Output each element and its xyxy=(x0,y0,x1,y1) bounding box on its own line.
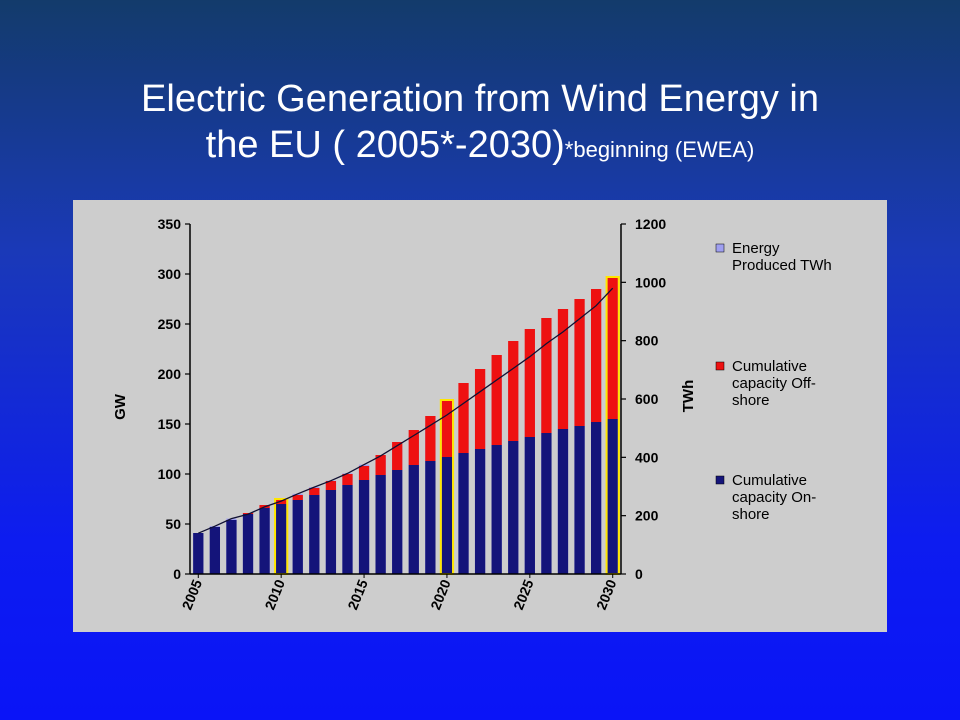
x-tick-label-2020: 2020 xyxy=(427,577,454,612)
right-tick-label-1200: 1200 xyxy=(635,216,666,232)
right-tick-label-800: 800 xyxy=(635,333,659,349)
onshore-bar-2013 xyxy=(325,490,337,574)
right-tick-label-1000: 1000 xyxy=(635,274,666,290)
onshore-bar-2022 xyxy=(474,449,486,574)
offshore-bar-2015 xyxy=(358,466,370,480)
onshore-bar-2016 xyxy=(375,475,386,574)
onshore-bar-2019 xyxy=(425,461,436,574)
legend-label-1-2: shore xyxy=(732,392,770,409)
legend-label-2-2: shore xyxy=(732,506,770,523)
x-tick-label-2005: 2005 xyxy=(179,577,206,612)
offshore-bar-2016 xyxy=(375,455,386,475)
offshore-bar-2011 xyxy=(292,495,303,500)
offshore-bar-2018 xyxy=(408,430,419,465)
title-note: *beginning (EWEA) xyxy=(564,137,755,162)
trend-line xyxy=(198,287,614,534)
offshore-bar-2020 xyxy=(441,401,453,457)
onshore-bar-2029 xyxy=(590,422,602,574)
legend-label-1-1: capacity Off- xyxy=(732,375,816,392)
y-axis-title: GW xyxy=(112,393,129,420)
onshore-bar-2024 xyxy=(508,441,519,574)
right-tick-label-400: 400 xyxy=(635,449,659,465)
bars-group xyxy=(193,276,620,575)
right-tick-label-600: 600 xyxy=(635,391,659,407)
left-tick-label-50: 50 xyxy=(165,516,181,532)
onshore-bar-2006 xyxy=(209,527,221,574)
offshore-bar-2026 xyxy=(541,318,552,433)
onshore-bar-2010 xyxy=(276,504,287,574)
onshore-bar-2027 xyxy=(557,429,569,574)
x-tick-label-2015: 2015 xyxy=(344,577,371,612)
onshore-bar-2026 xyxy=(541,433,552,574)
title-line-2-main: the EU ( 2005*-2030) xyxy=(205,124,565,166)
offshore-bar-2012 xyxy=(309,488,320,495)
left-tick-label-100: 100 xyxy=(158,466,182,482)
legend-label-2-1: capacity On- xyxy=(732,489,816,506)
title-line-2: the EU ( 2005*-2030)*beginning (EWEA) xyxy=(0,122,960,173)
offshore-bar-2027 xyxy=(557,309,569,429)
offshore-bar-2017 xyxy=(392,442,403,470)
onshore-bar-2011 xyxy=(292,500,303,574)
x-tick-label-2030: 2030 xyxy=(593,577,620,612)
left-tick-label-250: 250 xyxy=(158,316,182,332)
onshore-bar-2021 xyxy=(458,453,469,574)
offshore-bar-2022 xyxy=(474,369,486,449)
chart-panel: 0 50 100 150 200 250 300 350 0 200 400 600 800 1000 12… xyxy=(73,200,887,632)
slide-title: Electric Generation from Wind Energy in … xyxy=(0,76,960,173)
offshore-bar-2010 xyxy=(276,500,287,504)
x-tick-label-2025: 2025 xyxy=(510,577,537,612)
offshore-bar-2023 xyxy=(491,355,502,445)
left-tick-label-150: 150 xyxy=(158,416,182,432)
right-tick-label-0: 0 xyxy=(635,566,643,582)
onshore-bar-2009 xyxy=(259,508,270,574)
offshore-bar-2021 xyxy=(458,383,469,453)
offshore-bar-2028 xyxy=(574,299,585,426)
offshore-bar-2013 xyxy=(325,481,337,490)
onshore-bar-2005 xyxy=(193,533,204,574)
left-tick-label-200: 200 xyxy=(158,366,182,382)
x-tick-label-2010: 2010 xyxy=(261,577,288,612)
onshore-bar-2014 xyxy=(342,485,353,574)
legend-swatch-0 xyxy=(715,243,725,253)
wind-energy-chart: 0 50 100 150 200 250 300 350 0 200 400 600 800 1000 12… xyxy=(112,216,832,612)
right-tick-label-200: 200 xyxy=(635,508,659,524)
legend-label-2-0: Cumulative xyxy=(732,472,807,489)
onshore-bar-2030 xyxy=(607,419,618,574)
offshore-bar-2029 xyxy=(590,289,602,422)
legend-swatch-2 xyxy=(715,475,725,485)
onshore-bar-2018 xyxy=(408,465,419,574)
legend-label-0-0: Energy xyxy=(732,240,780,257)
onshore-bar-2020 xyxy=(441,457,453,574)
onshore-bar-2023 xyxy=(491,445,502,574)
trend-group xyxy=(198,287,614,534)
left-tick-label-300: 300 xyxy=(158,266,182,282)
legend-swatch-1 xyxy=(715,361,725,371)
offshore-bar-2024 xyxy=(508,341,519,441)
left-tick-label-0: 0 xyxy=(173,566,181,582)
offshore-bar-2019 xyxy=(425,416,436,461)
legend-label-1-0: Cumulative xyxy=(732,358,807,375)
title-line-1: Electric Generation from Wind Energy in xyxy=(141,78,819,120)
left-tick-label-350: 350 xyxy=(158,216,182,232)
onshore-bar-2017 xyxy=(392,470,403,574)
offshore-bar-2014 xyxy=(342,474,353,485)
y2-axis-title: TWh xyxy=(680,380,697,412)
onshore-bar-2007 xyxy=(226,520,237,574)
onshore-bar-2025 xyxy=(524,437,535,574)
onshore-bar-2028 xyxy=(574,426,585,574)
offshore-bar-2030 xyxy=(607,278,618,419)
onshore-bar-2012 xyxy=(309,495,320,574)
onshore-bar-2008 xyxy=(242,514,254,574)
offshore-bar-2025 xyxy=(524,329,535,437)
onshore-bar-2015 xyxy=(358,480,370,574)
legend-label-0-1: Produced TWh xyxy=(732,257,832,274)
